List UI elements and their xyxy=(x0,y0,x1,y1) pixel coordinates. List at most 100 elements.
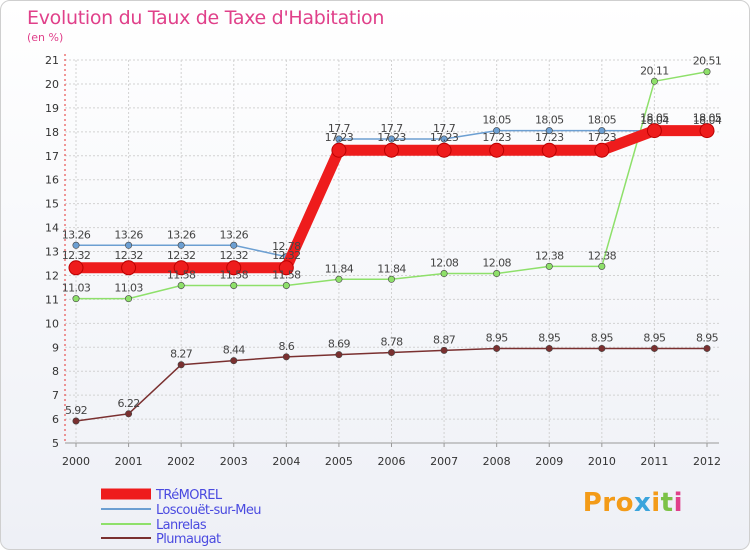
x-tick-label: 2005 xyxy=(325,455,353,468)
data-label: 11.84 xyxy=(325,262,354,275)
data-point xyxy=(440,270,448,278)
data-label: 18.05 xyxy=(482,114,511,127)
data-point xyxy=(121,260,137,276)
data-label: 8.95 xyxy=(643,331,666,344)
x-tick-label: 2000 xyxy=(62,455,90,468)
data-label: 17.7 xyxy=(380,122,403,135)
logo-part: i xyxy=(651,488,661,518)
data-label: 17.23 xyxy=(325,131,354,144)
data-label: 11.58 xyxy=(220,268,249,281)
x-tick-label: 2004 xyxy=(272,455,300,468)
data-label: 13.26 xyxy=(114,228,143,241)
data-point xyxy=(545,127,553,135)
y-tick-label: 9 xyxy=(52,341,59,354)
chart-subtitle: (en %) xyxy=(27,31,64,44)
data-label: 12.78 xyxy=(272,240,301,253)
data-point xyxy=(226,260,242,276)
data-label: 8.95 xyxy=(696,331,719,344)
data-label: 18.04 xyxy=(693,114,722,127)
data-label: 8.95 xyxy=(591,331,614,344)
data-label: 8.44 xyxy=(223,344,246,357)
x-tick-label: 2006 xyxy=(378,455,406,468)
data-point xyxy=(493,344,501,352)
legend-entry: Plumaugat xyxy=(156,532,221,547)
y-tick-label: 20 xyxy=(45,78,59,91)
data-point xyxy=(594,142,610,158)
data-point xyxy=(545,344,553,352)
data-point xyxy=(650,344,658,352)
data-point xyxy=(230,357,238,365)
data-label: 17.23 xyxy=(535,131,564,144)
logo-part: x xyxy=(633,488,652,518)
data-point xyxy=(230,241,238,249)
data-point xyxy=(177,241,185,249)
data-point xyxy=(436,142,452,158)
y-tick-label: 13 xyxy=(45,246,59,259)
x-tick-label: 2002 xyxy=(167,455,195,468)
data-label: 12.38 xyxy=(588,249,617,262)
data-point xyxy=(650,77,658,85)
data-label: 8.78 xyxy=(380,336,403,349)
y-tick-label: 5 xyxy=(52,437,59,450)
data-point xyxy=(703,68,711,76)
y-tick-label: 18 xyxy=(45,126,59,139)
data-point xyxy=(384,142,399,158)
data-label: 6.22 xyxy=(118,397,140,410)
y-tick-label: 8 xyxy=(52,365,59,378)
proxiti-logo: Proxiti xyxy=(583,488,683,518)
data-label: 18.05 xyxy=(640,112,669,125)
x-tick-label: 2003 xyxy=(220,455,248,468)
logo-part: Pro xyxy=(582,488,634,518)
data-label: 18.05 xyxy=(693,112,722,125)
data-label: 8.95 xyxy=(486,331,509,344)
legend: TRéMORELLoscouët-sur-MeuLanrelasPlumauga… xyxy=(101,488,262,547)
y-tick-label: 16 xyxy=(45,174,59,187)
y-tick-label: 10 xyxy=(45,317,59,330)
y-tick-label: 12 xyxy=(45,269,59,282)
data-point xyxy=(282,353,290,361)
data-point xyxy=(440,135,448,143)
series-3 xyxy=(72,344,711,425)
data-point xyxy=(541,142,557,158)
data-label: 11.58 xyxy=(272,268,301,281)
data-label: 13.26 xyxy=(62,228,91,241)
y-tick-label: 6 xyxy=(52,413,59,426)
data-label: 17.23 xyxy=(588,131,617,144)
data-label: 13.26 xyxy=(220,228,249,241)
legend-entry: Loscouët-sur-Meu xyxy=(156,503,261,518)
data-point xyxy=(72,241,80,249)
data-point xyxy=(173,260,189,276)
data-point xyxy=(493,127,501,135)
data-label: 11.84 xyxy=(377,262,406,275)
data-label: 8.69 xyxy=(328,338,351,351)
x-tick-label: 2001 xyxy=(115,455,143,468)
data-label: 11.58 xyxy=(167,268,196,281)
data-point xyxy=(125,295,133,303)
data-label: 12.08 xyxy=(482,257,511,270)
data-point xyxy=(703,344,711,352)
x-tick-label: 2007 xyxy=(430,455,458,468)
data-point xyxy=(331,142,347,158)
data-point xyxy=(72,417,80,425)
y-tick-label: 15 xyxy=(45,198,59,211)
data-point xyxy=(125,410,133,418)
data-point xyxy=(282,281,290,289)
data-point xyxy=(598,344,606,352)
x-tick-label: 2012 xyxy=(693,455,721,468)
data-label: 12.32 xyxy=(114,249,143,262)
y-tick-label: 7 xyxy=(52,389,59,402)
data-point xyxy=(493,270,501,278)
data-point xyxy=(440,346,448,354)
legend-entry: TRéMOREL xyxy=(155,488,223,503)
data-label: 8.87 xyxy=(433,333,456,346)
y-tick-label: 21 xyxy=(45,54,59,67)
y-tick-label: 11 xyxy=(45,293,59,306)
data-label: 11.03 xyxy=(114,282,143,295)
data-label: 17.23 xyxy=(377,131,406,144)
data-label: 18.04 xyxy=(640,114,669,127)
x-tick-label: 2010 xyxy=(588,455,616,468)
y-tick-label: 14 xyxy=(45,222,59,235)
data-label: 8.27 xyxy=(170,348,193,361)
